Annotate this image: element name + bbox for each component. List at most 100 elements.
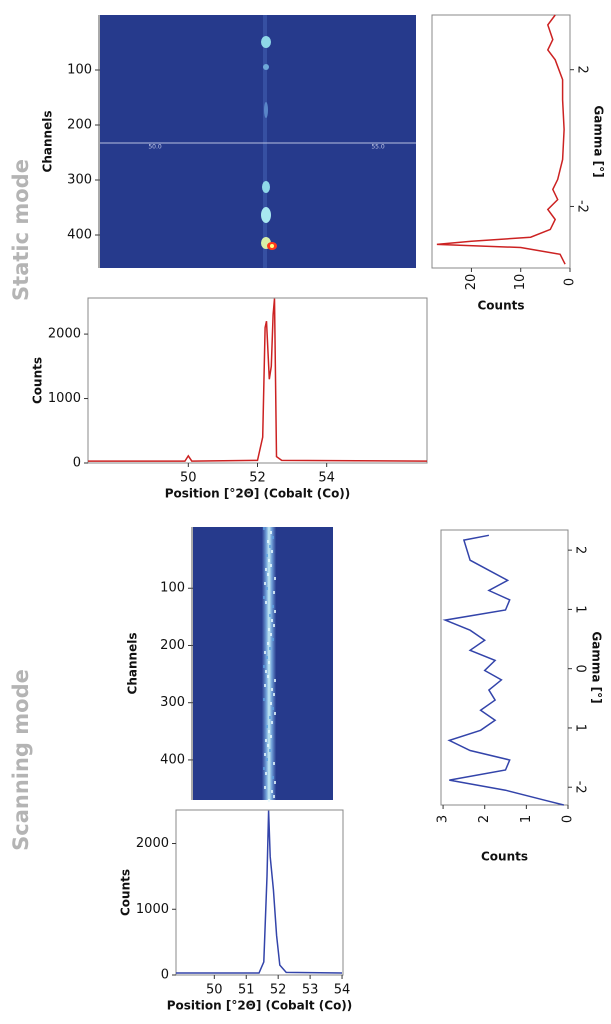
x-tick-label: 53: [302, 983, 319, 998]
speckle: [265, 739, 267, 742]
speckle: [272, 776, 274, 779]
y-axis-label: Channels: [41, 111, 55, 173]
speckle: [270, 633, 272, 636]
x-axis-label: Gamma [°]: [592, 105, 606, 177]
speckle: [273, 795, 275, 798]
speckle: [266, 587, 268, 590]
speckle: [266, 656, 268, 659]
y-axis-label: Channels: [126, 633, 140, 695]
speckle: [270, 702, 272, 705]
speckle: [274, 577, 276, 580]
plot-frame: [87, 297, 428, 464]
y-axis-label: Counts: [477, 299, 524, 313]
speckle: [272, 536, 274, 539]
speckle: [268, 799, 270, 802]
speckle: [274, 610, 276, 613]
speckle: [273, 624, 275, 627]
speckle: [268, 661, 270, 664]
annotation: 50.0: [148, 144, 162, 151]
plot-frame: [431, 14, 571, 269]
section-title: Static mode: [9, 159, 33, 301]
speckle: [273, 693, 275, 696]
spot: [264, 102, 268, 118]
x-tick-label: 52: [270, 983, 287, 998]
y-tick-label: 1000: [136, 902, 169, 917]
speckle: [264, 582, 266, 585]
speckle: [265, 670, 267, 673]
data-line: [176, 810, 343, 974]
speckle: [271, 721, 273, 724]
speckle: [272, 707, 274, 710]
speckle: [266, 758, 268, 761]
y-axis-label: Counts: [31, 357, 45, 404]
speckle: [273, 762, 275, 765]
y-tick-label: 2000: [48, 327, 81, 342]
y-tick-label: 10: [513, 274, 528, 291]
y-tick-label: 0: [561, 815, 576, 823]
y-axis-label: Counts: [481, 850, 528, 864]
y-tick-label: 1000: [48, 391, 81, 406]
spot: [261, 207, 271, 223]
streak: [263, 15, 267, 268]
y-tick-label: 100: [160, 581, 185, 596]
speckle: [267, 573, 269, 576]
speckle: [269, 716, 271, 719]
annotation: 55.0: [371, 144, 385, 151]
y-tick-label: 2: [477, 815, 492, 823]
speckle: [265, 772, 267, 775]
speckle: [274, 712, 276, 715]
speckle: [264, 753, 266, 756]
speckle: [269, 749, 271, 752]
y-tick-label: 300: [160, 695, 185, 710]
speckle: [263, 767, 265, 770]
x-tick-label: 50: [180, 471, 197, 486]
y-tick-label: 3: [436, 815, 451, 823]
x-axis-label: Gamma [°]: [590, 631, 604, 703]
plot-frame: [175, 809, 344, 976]
speckle: [267, 540, 269, 543]
x-tick-label: 54: [318, 471, 335, 486]
data-line: [88, 298, 428, 462]
x-axis-label: Position [°2Θ] (Cobalt (Co)): [165, 487, 351, 501]
speckle: [272, 605, 274, 608]
spot: [270, 244, 274, 248]
y-tick-label: 300: [67, 173, 92, 188]
speckle: [268, 559, 270, 562]
y-tick-label: 0: [73, 456, 81, 471]
speckle: [269, 647, 271, 650]
section-title: Scanning mode: [9, 669, 33, 851]
speckle: [266, 554, 268, 557]
speckle: [271, 619, 273, 622]
y-tick-label: 0: [563, 278, 578, 286]
spot: [263, 64, 269, 70]
speckle: [271, 550, 273, 553]
speckle: [267, 642, 269, 645]
speckle: [274, 679, 276, 682]
y-tick-label: 100: [67, 63, 92, 78]
x-tick-label: 50: [206, 983, 223, 998]
speckle: [270, 564, 272, 567]
x-axis-label: Position [°2Θ] (Cobalt (Co)): [167, 999, 353, 1013]
speckle: [269, 614, 271, 617]
y-tick-label: 20: [464, 274, 479, 291]
x-tick-label: -2: [573, 781, 588, 794]
speckle: [273, 591, 275, 594]
speckle: [264, 786, 266, 789]
x-tick-label: 2: [575, 66, 590, 74]
speckle: [265, 601, 267, 604]
speckle: [265, 568, 267, 571]
x-tick-label: 54: [334, 983, 351, 998]
plot-frame: [440, 529, 569, 806]
x-tick-label: 1: [573, 724, 588, 732]
y-tick-label: 200: [160, 638, 185, 653]
speckle: [268, 730, 270, 733]
spot: [261, 36, 271, 48]
x-tick-label: 51: [238, 983, 255, 998]
y-tick-label: 400: [160, 752, 185, 767]
spot: [262, 181, 270, 193]
data-line: [436, 14, 566, 265]
speckle: [270, 735, 272, 738]
x-tick-label: -2: [575, 200, 590, 213]
